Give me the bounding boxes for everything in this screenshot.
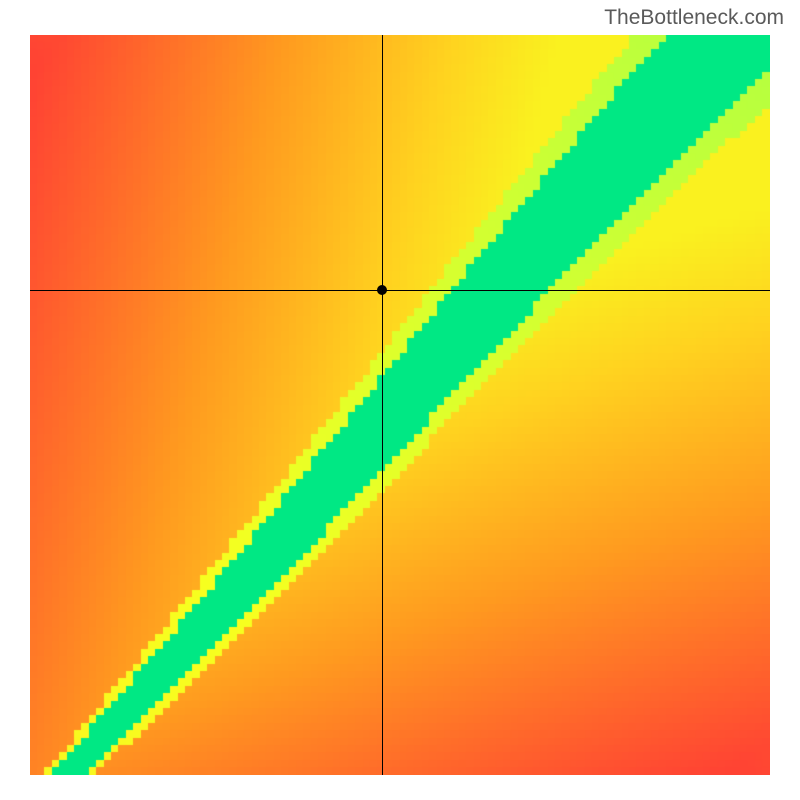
chart-container: TheBottleneck.com — [0, 0, 800, 800]
crosshair-marker-icon — [377, 285, 387, 295]
plot-area — [30, 35, 770, 775]
crosshair-vertical — [382, 35, 383, 775]
watermark-text: TheBottleneck.com — [604, 6, 784, 30]
heatmap-canvas — [30, 35, 770, 775]
crosshair-horizontal — [30, 290, 770, 291]
